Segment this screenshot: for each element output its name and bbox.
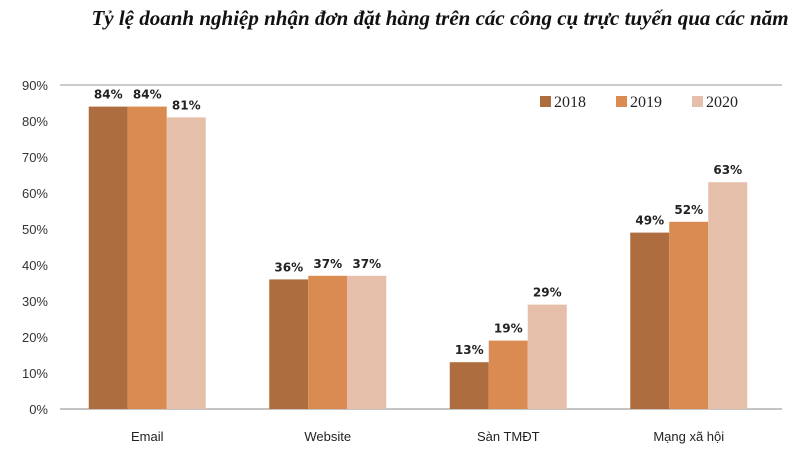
bar-2019 [669,221,709,409]
legend-swatch-2020 [692,96,703,107]
y-tick-label: 50% [22,222,48,237]
data-label: 29% [533,286,562,300]
y-tick-label: 70% [22,150,48,165]
x-tick-label: Mạng xã hội [653,429,724,444]
x-tick-label: Website [304,429,351,444]
x-tick-label: Sàn TMĐT [477,429,540,444]
y-tick-label: 80% [22,114,48,129]
data-label: 63% [713,163,742,177]
y-tick-label: 0% [29,402,48,417]
y-tick-label: 90% [22,78,48,93]
data-label: 84% [94,88,123,102]
data-label: 49% [635,214,664,228]
legend-label: 2018 [554,94,586,111]
chart-title: Tỷ lệ doanh nghiệp nhận đơn đặt hàng trê… [91,6,789,30]
bar-2019 [308,275,348,409]
bar-2019 [127,106,167,409]
data-label: 52% [674,203,703,217]
bar-2020 [708,182,748,409]
y-tick-label: 20% [22,330,48,345]
y-tick-label: 10% [22,366,48,381]
bar-2018 [269,279,309,409]
data-label: 81% [172,98,201,112]
bar-2018 [630,232,670,409]
x-tick-label: Email [131,429,164,444]
legend-swatch-2018 [540,96,551,107]
bar-2018 [88,106,128,409]
y-tick-label: 30% [22,294,48,309]
legend-label: 2019 [630,94,662,111]
data-label: 37% [352,257,381,271]
bar-2019 [488,340,528,409]
legend-label: 2020 [706,94,738,111]
bar-2020 [347,275,387,409]
y-tick-label: 60% [22,186,48,201]
bar-2020 [166,117,206,410]
data-label: 84% [133,88,162,102]
y-tick-label: 40% [22,258,48,273]
bar-2018 [449,362,489,409]
data-label: 13% [455,343,484,357]
bar-2020 [527,304,567,409]
data-label: 36% [274,260,303,274]
data-label: 37% [313,257,342,271]
data-label: 19% [494,322,523,336]
legend-swatch-2019 [616,96,627,107]
